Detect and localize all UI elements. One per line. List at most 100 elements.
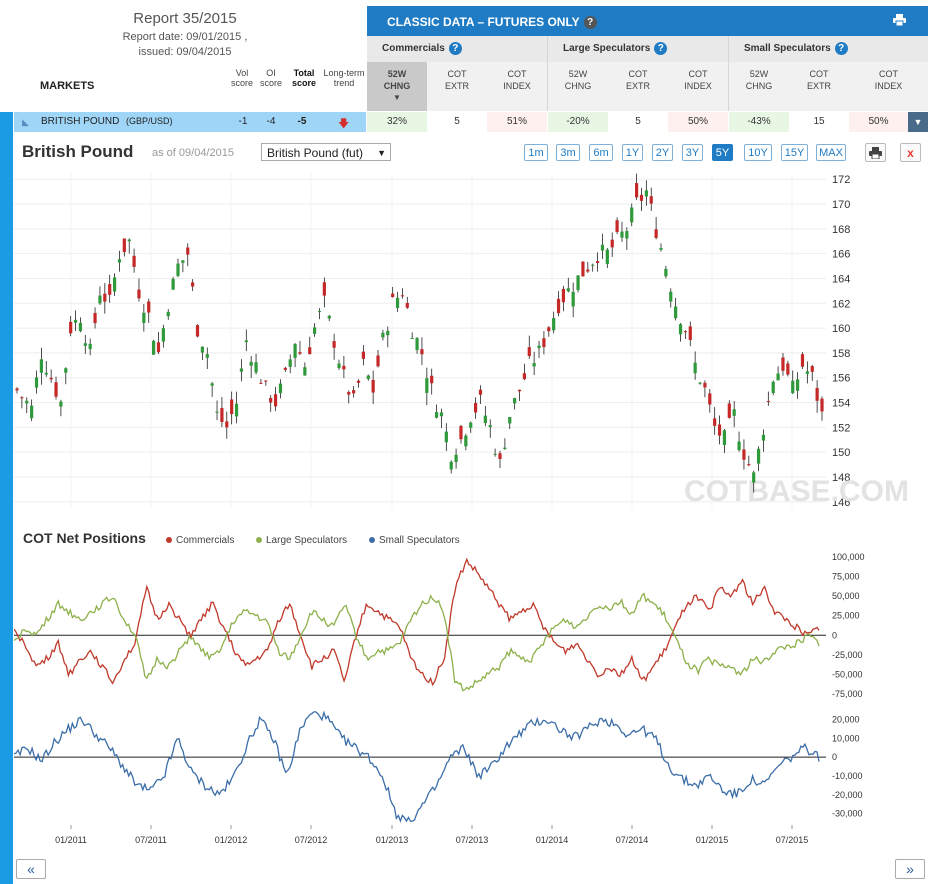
x-tick-label: 07/2012 [295, 835, 328, 845]
expand-row-button[interactable]: ▼ [908, 112, 928, 132]
help-icon[interactable]: ? [448, 41, 462, 55]
range-button-max[interactable]: MAX [816, 144, 846, 161]
print-icon[interactable] [893, 14, 906, 26]
candle [269, 397, 273, 403]
subheader-4[interactable]: COT EXTR [625, 69, 650, 91]
candle [717, 424, 722, 436]
range-button-3m[interactable]: 3m [556, 144, 580, 161]
candle [708, 393, 712, 405]
candle [620, 231, 624, 238]
help-icon[interactable]: ? [583, 16, 597, 30]
candle [581, 261, 585, 277]
y-tick-label: -75,000 [832, 689, 863, 699]
candle [215, 411, 219, 413]
candle [625, 231, 629, 239]
candle [176, 263, 180, 276]
candle [39, 359, 43, 373]
subheader-2[interactable]: COT INDEX [503, 69, 531, 91]
candle [796, 379, 800, 391]
candle [678, 324, 683, 335]
y-tick-label: 164 [832, 273, 850, 285]
row-value-6: -43% [729, 112, 789, 132]
range-button-5y[interactable]: 5Y [712, 144, 733, 161]
candle [342, 365, 346, 370]
subheader-7[interactable]: COT EXTR [806, 69, 831, 91]
candle [395, 297, 400, 309]
market-row-british-pound[interactable]: ◣ BRITISH POUND (GBP/USD) -1 -4 -5 🡇 [14, 112, 366, 132]
candle [195, 325, 200, 337]
caret-down-icon: ▼ [377, 148, 386, 158]
candle [283, 367, 287, 370]
candle [405, 302, 409, 308]
candle [273, 394, 278, 407]
subheader-6[interactable]: 52W CHNG [745, 69, 773, 91]
subheader-8[interactable]: COT INDEX [874, 69, 903, 91]
y-tick-label: -25,000 [832, 650, 863, 660]
prev-button[interactable]: « [16, 859, 46, 879]
candle [425, 378, 429, 393]
range-button-1y[interactable]: 1Y [622, 144, 643, 161]
candle [771, 381, 775, 394]
x-tick-label: 01/2015 [696, 835, 729, 845]
subheader-5[interactable]: COT INDEX [684, 69, 712, 91]
subheader-0[interactable]: 52W CHNG ▼ [367, 62, 427, 111]
candle [220, 408, 224, 422]
candle [54, 382, 58, 397]
subheader-3[interactable]: 52W CHNG [564, 69, 592, 91]
range-button-2y[interactable]: 2Y [652, 144, 673, 161]
market-name: BRITISH POUND [41, 116, 120, 127]
candle [313, 327, 317, 334]
legend-commercials[interactable]: Commercials [166, 535, 234, 546]
candle [259, 382, 263, 384]
candle [752, 472, 756, 483]
candle [674, 306, 678, 319]
candle [483, 415, 487, 424]
row-value-8: 50% [849, 112, 908, 132]
legend-large-speculators[interactable]: Large Speculators [256, 535, 347, 546]
row-value-3: -20% [548, 112, 608, 132]
series-large-speculators [14, 592, 820, 692]
candle [805, 371, 809, 374]
y-tick-label: 156 [832, 373, 850, 385]
y-tick-label: 152 [832, 422, 850, 434]
help-icon[interactable]: ? [654, 41, 668, 55]
candle [103, 293, 107, 302]
arrow-down-icon: 🡇 [338, 118, 350, 130]
watermark: COTBASE.COM [684, 475, 909, 508]
candle [166, 311, 170, 317]
report-title: Report 35/2015 [133, 10, 237, 27]
range-button-3y[interactable]: 3Y [682, 144, 703, 161]
candle [766, 401, 770, 403]
candle [420, 349, 424, 355]
next-button[interactable]: » [895, 859, 925, 879]
print-chart-button[interactable] [865, 143, 886, 162]
range-button-6m[interactable]: 6m [589, 144, 613, 161]
y-tick-label: 20,000 [832, 714, 860, 724]
candle [15, 388, 19, 391]
market-select[interactable]: British Pound (fut) ▼ [261, 143, 391, 161]
candle [391, 293, 395, 298]
candle [147, 301, 151, 313]
range-button-1m[interactable]: 1m [524, 144, 548, 161]
report-dates: Report date: 09/01/2015 , issued: 09/04/… [100, 30, 270, 60]
legend-marker [369, 537, 375, 544]
legend-marker [256, 537, 262, 544]
subheader-1[interactable]: COT EXTR [444, 69, 469, 91]
candle [191, 282, 195, 287]
markets-header: MARKETS [40, 80, 95, 92]
candle [356, 380, 361, 383]
candle [371, 379, 375, 393]
range-button-10y[interactable]: 10Y [744, 144, 772, 161]
candle [264, 380, 268, 382]
candle [171, 278, 175, 290]
candle [459, 426, 463, 440]
range-button-15y[interactable]: 15Y [781, 144, 808, 161]
candle [381, 332, 385, 338]
candle [595, 261, 600, 263]
candle [610, 239, 614, 248]
legend-small-speculators[interactable]: Small Speculators [369, 535, 460, 546]
candle [688, 326, 692, 340]
help-icon[interactable]: ? [834, 41, 848, 55]
trend-header: Long-term trend [323, 68, 365, 88]
close-chart-button[interactable]: x [900, 143, 921, 162]
